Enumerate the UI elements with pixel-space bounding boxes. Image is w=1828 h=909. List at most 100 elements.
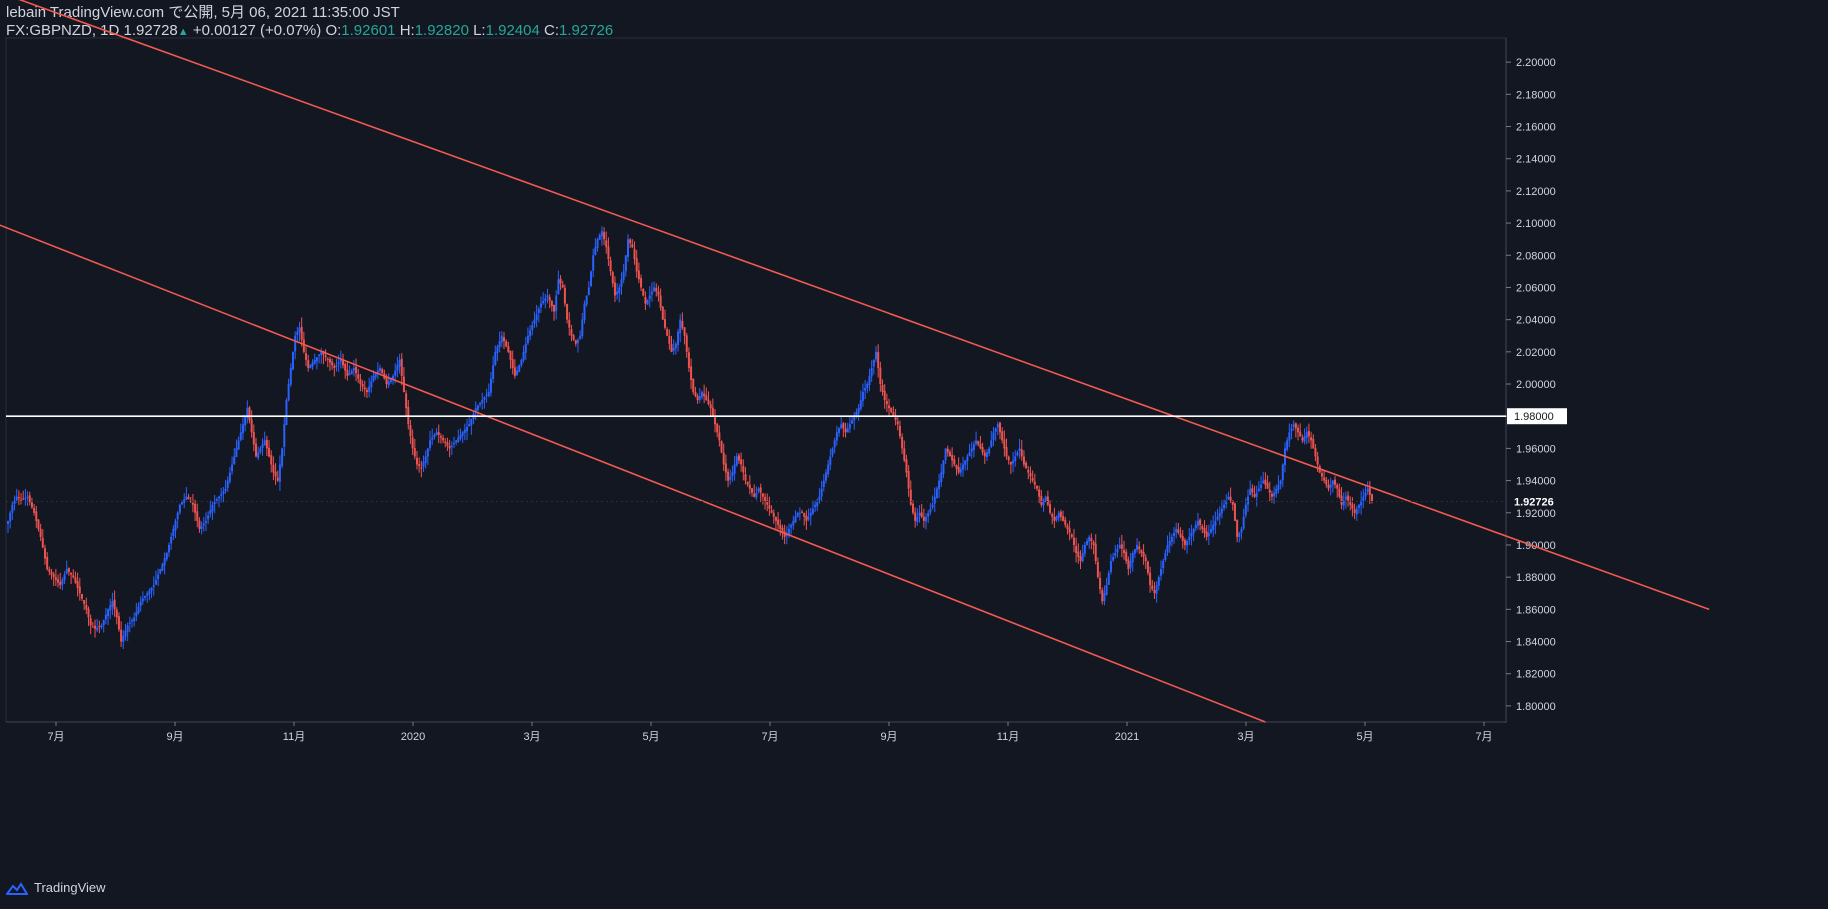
candle-body	[1297, 427, 1300, 433]
candle-body	[890, 407, 893, 413]
candle-body	[1205, 531, 1208, 537]
last-price-label: 1.92726	[1514, 497, 1554, 509]
candle-body	[663, 319, 666, 328]
candle-body	[1070, 534, 1073, 537]
candle-body	[983, 452, 986, 457]
candle-body	[859, 400, 862, 409]
candle-body	[653, 287, 656, 292]
candle-body	[439, 436, 442, 438]
candle-body	[1231, 500, 1234, 505]
candle-body	[7, 520, 9, 525]
candle-body	[918, 512, 921, 516]
level-price-label: 1.98000	[1514, 411, 1554, 423]
candle-body	[670, 344, 673, 352]
candle-body	[1194, 524, 1197, 529]
candle-body	[642, 288, 645, 296]
candle-body	[250, 419, 253, 433]
price-chart[interactable]: 2.20000 2.18000 2.16000 2.14000 2.12000 2.100…	[0, 0, 1828, 880]
candle-body	[126, 625, 129, 632]
candle-body	[148, 590, 151, 594]
candle-body	[200, 526, 203, 529]
candle-body	[757, 488, 760, 492]
candle-body	[761, 493, 764, 497]
candle-body	[268, 447, 271, 457]
candle-body	[1312, 438, 1315, 449]
candle-body	[524, 343, 527, 353]
candle-body	[966, 456, 969, 462]
candle-body	[1112, 557, 1115, 561]
candle-body	[1149, 572, 1152, 586]
last-price-tag	[1507, 493, 1567, 510]
candle-body	[287, 384, 290, 401]
candle-body	[561, 284, 564, 288]
candle-body	[311, 362, 314, 367]
candle-body	[239, 432, 242, 440]
candle-body	[368, 386, 371, 392]
candle-body	[1007, 456, 1010, 461]
candle-body	[568, 319, 571, 328]
candle-body	[661, 306, 664, 320]
candle-body	[231, 464, 234, 472]
candle-body	[811, 508, 814, 514]
candle-body	[398, 359, 401, 367]
candle-body	[988, 448, 991, 454]
candle-body	[557, 279, 560, 295]
candle-body	[1138, 546, 1141, 549]
candle-body	[65, 569, 68, 574]
candle-body	[1090, 538, 1093, 541]
candle-body	[1227, 496, 1230, 500]
chart-header: lebain TradingView.com で公開, 5月 06, 2021 …	[6, 4, 613, 41]
candle-body	[289, 367, 292, 385]
footer-brand: TradingView	[34, 880, 106, 895]
candle-body	[731, 472, 734, 477]
candle-body	[753, 493, 756, 497]
candle-body	[944, 448, 947, 461]
candle-body	[1083, 544, 1086, 554]
candle-body	[494, 351, 497, 366]
candle-body	[820, 488, 823, 497]
candle-body	[244, 416, 247, 426]
candle-body	[648, 295, 651, 299]
candle-body	[903, 448, 906, 461]
candle-body	[618, 287, 621, 294]
candle-body	[857, 408, 860, 414]
candle-body	[553, 304, 556, 312]
candle-body	[1325, 479, 1328, 485]
candle-body	[868, 375, 871, 385]
candle-body	[920, 512, 923, 517]
candle-body	[877, 352, 880, 368]
candle-body	[305, 353, 308, 360]
candle-body	[911, 503, 914, 513]
candle-body	[185, 496, 188, 500]
candle-body	[518, 365, 521, 372]
candle-body	[1051, 514, 1054, 517]
candle-body	[1081, 553, 1084, 562]
candle-body	[1353, 509, 1356, 513]
candle-body	[455, 440, 458, 443]
x-tick-label: 11月	[283, 731, 305, 743]
tradingview-logo-icon	[6, 881, 28, 895]
candle-body	[646, 299, 649, 305]
plot-frame	[5, 37, 1507, 723]
candle-body	[520, 359, 523, 366]
candle-body	[131, 620, 133, 622]
candle-body	[1105, 585, 1108, 595]
y-tick-label: 2.10000	[1516, 218, 1556, 230]
candle-body	[794, 516, 797, 523]
candle-body	[522, 351, 525, 361]
candle-body	[257, 452, 260, 458]
candle-body	[1099, 577, 1102, 590]
candle-body	[63, 574, 66, 581]
candle-body	[326, 358, 329, 360]
candle-body	[1270, 493, 1273, 497]
y-tick-label: 1.96000	[1516, 443, 1556, 455]
candle-body	[446, 442, 449, 446]
candle-body	[1144, 557, 1147, 562]
candle-body	[1094, 543, 1097, 562]
candle-body	[883, 390, 886, 401]
candle-body	[1092, 541, 1095, 545]
candle-body	[627, 239, 629, 257]
candle-body	[139, 601, 142, 607]
candle-body	[905, 459, 908, 473]
candle-body	[925, 516, 928, 522]
